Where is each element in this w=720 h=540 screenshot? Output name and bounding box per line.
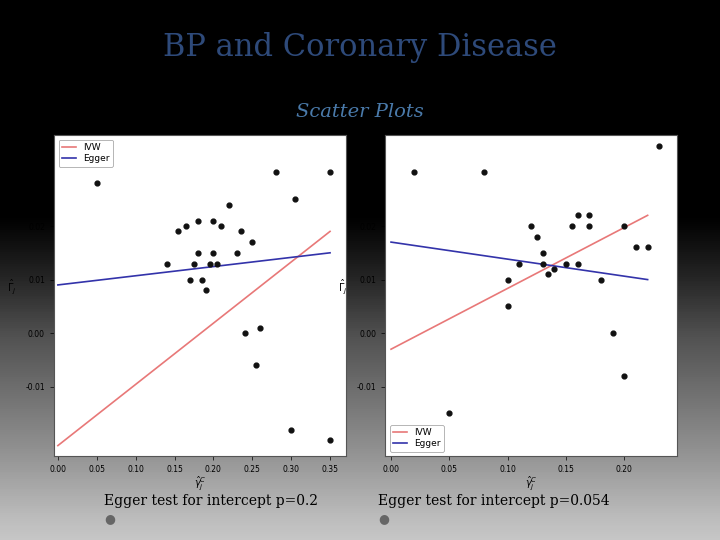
Point [181, 222, 192, 231]
Legend: IVW, Egger: IVW, Egger [390, 425, 444, 452]
Text: ●: ● [378, 512, 389, 525]
Point [215, 222, 227, 231]
Point [618, 372, 630, 380]
Point [654, 141, 665, 150]
Point [572, 211, 583, 220]
Point [502, 302, 513, 310]
Point [207, 217, 219, 225]
Point [184, 275, 196, 284]
Point [409, 168, 420, 177]
Y-axis label: $\hat{\Gamma}_j$: $\hat{\Gamma}_j$ [338, 277, 347, 295]
Point [231, 248, 243, 257]
Point [618, 222, 630, 231]
Point [173, 227, 184, 235]
Point [212, 259, 223, 268]
Point [549, 265, 560, 273]
Point [207, 248, 219, 257]
Point [192, 217, 204, 225]
Point [584, 211, 595, 220]
Point [91, 179, 102, 187]
Point [560, 259, 572, 268]
Point [289, 195, 301, 204]
Point [188, 259, 199, 268]
Point [513, 259, 525, 268]
Text: Egger test for intercept p=0.054: Egger test for intercept p=0.054 [378, 494, 610, 508]
Point [254, 323, 266, 332]
Point [537, 259, 549, 268]
Point [239, 329, 251, 338]
Title: Diastolic BP: Diastolic BP [498, 122, 564, 131]
Point [479, 168, 490, 177]
Point [531, 232, 543, 241]
Point [607, 329, 618, 338]
Point [595, 275, 607, 284]
Point [223, 200, 235, 209]
Point [572, 259, 583, 268]
Point [630, 243, 642, 252]
Point [324, 436, 336, 444]
Point [246, 238, 258, 246]
Point [526, 222, 537, 231]
Text: Egger test for intercept p=0.2: Egger test for intercept p=0.2 [104, 494, 318, 508]
Point [543, 270, 554, 279]
Point [251, 361, 262, 369]
Legend: IVW, Egger: IVW, Egger [58, 139, 113, 166]
Title: Systolic BP: Systolic BP [169, 122, 230, 131]
X-axis label: $\hat{\gamma}_j^C$: $\hat{\gamma}_j^C$ [525, 474, 537, 492]
Point [161, 259, 173, 268]
Point [235, 227, 246, 235]
Text: BP and Coronary Disease: BP and Coronary Disease [163, 32, 557, 63]
Point [584, 222, 595, 231]
Point [537, 248, 549, 257]
Point [204, 259, 215, 268]
Point [196, 275, 207, 284]
Point [444, 409, 455, 418]
Point [200, 286, 212, 295]
Point [285, 425, 297, 434]
Point [324, 168, 336, 177]
X-axis label: $\hat{\gamma}_j^C$: $\hat{\gamma}_j^C$ [194, 474, 206, 492]
Point [642, 243, 654, 252]
Text: ●: ● [104, 512, 115, 525]
Text: Scatter Plots: Scatter Plots [296, 103, 424, 120]
Point [566, 222, 577, 231]
Point [270, 168, 282, 177]
Point [502, 275, 513, 284]
Point [192, 248, 204, 257]
Y-axis label: $\hat{\Gamma}_j$: $\hat{\Gamma}_j$ [6, 277, 16, 295]
